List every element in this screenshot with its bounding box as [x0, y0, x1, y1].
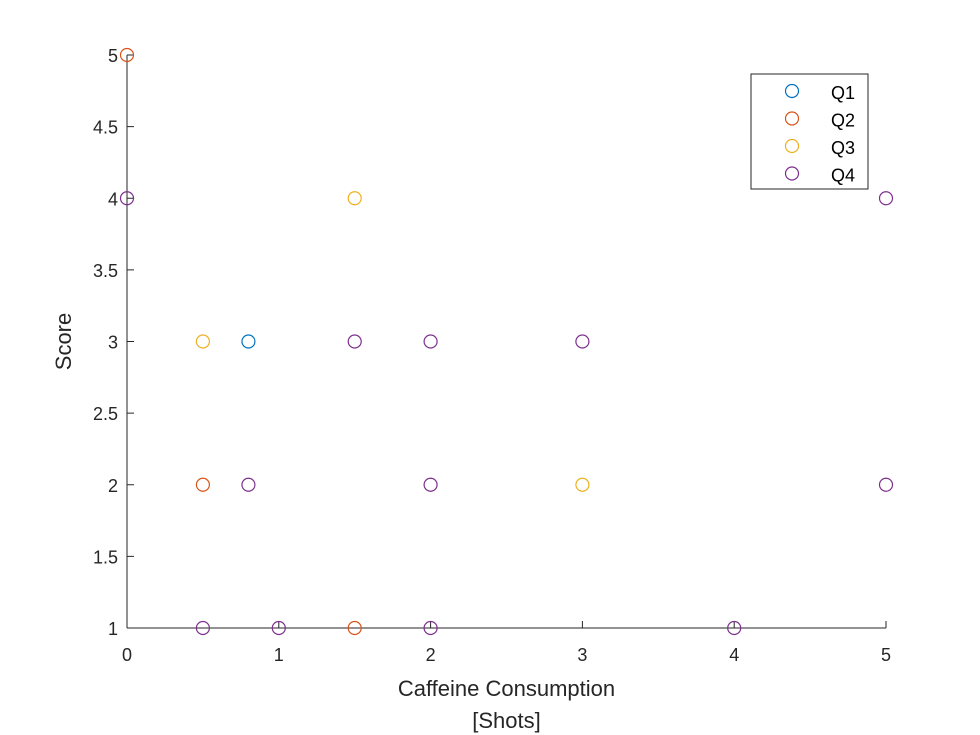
y-tick-label: 4 [108, 189, 118, 209]
data-point-q4 [347, 334, 362, 349]
x-tick-label: 4 [729, 645, 739, 665]
data-point-q4 [878, 477, 894, 492]
y-axis-label: Score [51, 313, 76, 370]
y-tick-label: 5 [108, 46, 118, 66]
data-point-q4 [423, 334, 438, 349]
y-tick-label: 1 [108, 619, 118, 639]
data-point-q3 [195, 334, 210, 349]
x-tick-label: 1 [274, 645, 284, 665]
y-tick-label: 3.5 [93, 261, 118, 281]
x-axis-ticks: 0 1 2 3 4 5 [122, 621, 891, 665]
data-point-q3 [347, 191, 362, 206]
x-tick-label: 3 [577, 645, 587, 665]
legend-entries: Q1 Q2 Q3 Q4 [784, 83, 855, 186]
legend-label-q2: Q2 [831, 111, 855, 131]
legend-label-q4: Q4 [831, 166, 855, 186]
data-point-q1 [241, 334, 256, 349]
y-tick-label: 1.5 [93, 547, 118, 567]
x-axis-label: Caffeine Consumption [398, 676, 615, 701]
y-axis-ticks: 1 1.5 2 2.5 3 3.5 4 4.5 5 [93, 46, 134, 639]
data-markers [119, 47, 894, 636]
legend-marker-q4 [784, 166, 800, 181]
data-point-q4 [423, 477, 438, 492]
data-point-q4 [241, 477, 256, 492]
legend-label-q1: Q1 [831, 83, 855, 103]
x-tick-label: 2 [426, 645, 436, 665]
data-point-q4 [423, 620, 438, 636]
x-tick-label: 0 [122, 645, 132, 665]
legend-label-q3: Q3 [831, 138, 855, 158]
x-tick-label: 5 [881, 645, 891, 665]
data-point-q4 [271, 620, 286, 636]
legend: Q1 Q2 Q3 Q4 [750, 73, 869, 190]
legend-marker-q2 [784, 111, 800, 126]
data-point-q3 [575, 477, 590, 492]
data-point-q2 [195, 477, 210, 492]
data-point-q4 [119, 191, 135, 206]
data-point-q4 [727, 620, 742, 636]
data-point-q2 [119, 47, 135, 63]
y-tick-label: 3 [108, 333, 118, 353]
x-axis-unit-label: [Shots] [472, 708, 540, 733]
y-tick-label: 2.5 [93, 404, 118, 424]
legend-marker-q1 [784, 83, 800, 99]
data-point-q4 [575, 334, 590, 349]
data-point-q4 [195, 620, 210, 636]
data-point-q4 [878, 191, 894, 206]
legend-box [750, 73, 869, 190]
data-point-q2 [347, 620, 362, 636]
legend-marker-q3 [784, 138, 800, 154]
y-tick-label: 2 [108, 476, 118, 496]
y-tick-label: 4.5 [93, 118, 118, 138]
